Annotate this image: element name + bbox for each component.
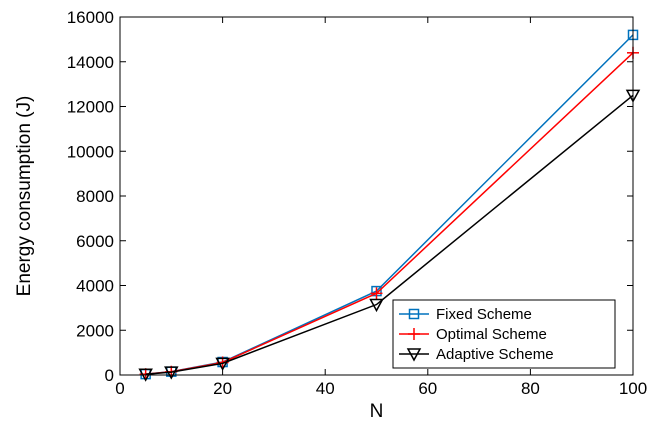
ticks-layer: 0 20 40 60 80 100 0 2000 4000 6000 8000 10000 12000 1… [67, 8, 647, 398]
legend-entry: Adaptive Scheme [399, 346, 554, 363]
x-tick-label: 0 [115, 379, 124, 398]
x-tick-label: 80 [521, 379, 540, 398]
plus-marker [408, 328, 420, 340]
x-tick-label: 40 [316, 379, 335, 398]
x-axis-label: N [370, 401, 384, 422]
square-marker [408, 308, 420, 320]
triangle-down-marker [369, 298, 384, 313]
y-tick-label: 12000 [67, 98, 114, 117]
series-layer [138, 29, 641, 382]
legend-label: Fixed Scheme [436, 306, 532, 323]
triangle-down-marker [215, 357, 230, 371]
y-tick-label: 10000 [67, 142, 114, 161]
y-tick-label: 6000 [76, 232, 114, 251]
x-tick-label: 60 [418, 379, 437, 398]
triangle-down-marker [406, 348, 422, 362]
y-tick-label: 4000 [76, 277, 114, 296]
legend: Fixed Scheme Optimal Scheme Adaptive Schem… [392, 299, 616, 369]
legend-entry: Fixed Scheme [399, 306, 532, 323]
legend-entry: Optimal Scheme [399, 326, 547, 343]
series-line [145, 94, 634, 375]
y-axis-label: Energy consumption (J) [14, 96, 35, 297]
legend-label: Adaptive Scheme [436, 346, 554, 363]
triangle-down-marker [164, 366, 179, 380]
x-tick-label: 100 [619, 379, 647, 398]
legend-box [392, 299, 616, 369]
y-tick-label: 0 [105, 366, 114, 385]
legend-label: Optimal Scheme [436, 326, 547, 343]
plus-marker [370, 287, 383, 300]
y-tick-label: 2000 [76, 321, 114, 340]
x-tick-label: 20 [213, 379, 232, 398]
y-tick-label: 14000 [67, 53, 114, 72]
y-tick-label: 8000 [76, 187, 114, 206]
y-tick-label: 16000 [67, 8, 114, 27]
